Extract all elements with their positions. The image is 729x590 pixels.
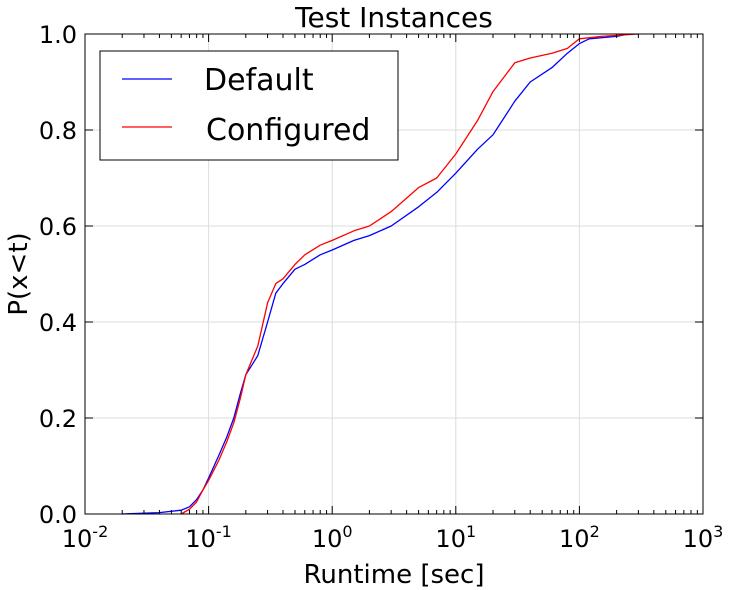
x-tick-label: 101 [435, 522, 476, 553]
series-layer [122, 33, 639, 515]
y-tick-label: 0.4 [39, 309, 77, 337]
legend-frame [99, 50, 399, 161]
x-tick-label: 10-1 [185, 522, 232, 553]
x-axis-label: Runtime [sec] [304, 560, 485, 590]
y-tick-label: 1.0 [39, 21, 77, 49]
tick-layer: 10-2 10-1 100 101 102 103 0.0 0.2 0.4 0.6 0.8 1.0 [39, 21, 724, 553]
x-tick-label: 100 [312, 522, 353, 553]
legend: Default Configured [99, 50, 399, 161]
x-tick-label: 10-2 [62, 522, 109, 553]
legend-label-default: Default [204, 63, 314, 98]
legend-label-configured: Configured [206, 113, 370, 148]
y-axis-label: P(x<t) [4, 232, 34, 315]
series-line-default [122, 33, 629, 515]
x-tick-label: 102 [559, 522, 600, 553]
y-tick-label: 0.8 [39, 117, 77, 145]
plot-frame [84, 33, 704, 515]
x-tick-label: 103 [683, 522, 724, 553]
series-line-configured [180, 33, 639, 515]
chart-title: Test Instances [294, 1, 493, 34]
y-tick-label: 0.6 [39, 213, 77, 241]
y-tick-label: 0.2 [39, 405, 77, 433]
y-tick-label: 0.0 [39, 501, 77, 529]
